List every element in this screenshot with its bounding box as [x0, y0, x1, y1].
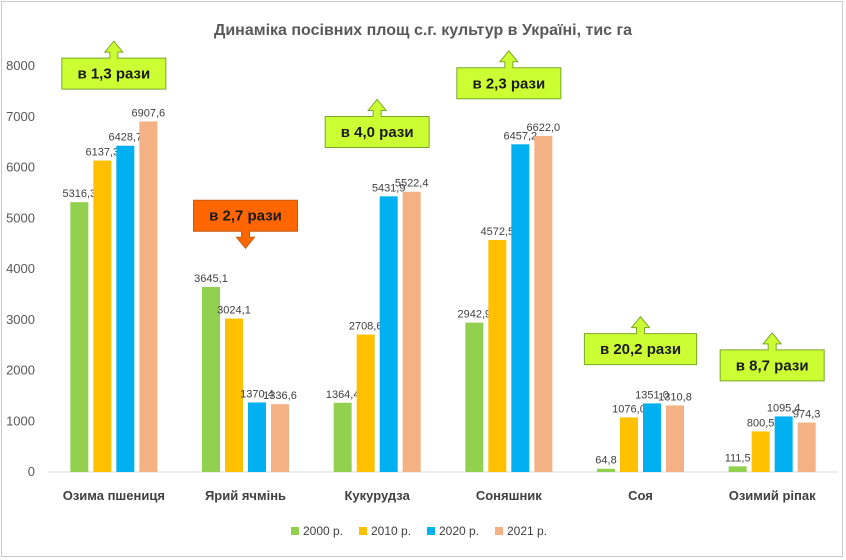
- y-tick-label: 5000: [6, 210, 35, 225]
- data-label: 974,3: [793, 409, 821, 421]
- bar: [248, 402, 266, 472]
- legend-label: 2020 р.: [439, 524, 479, 538]
- data-label: 1310,8: [658, 391, 692, 403]
- y-tick-label: 8000: [6, 58, 35, 73]
- bar: [797, 422, 816, 472]
- bar: [402, 191, 421, 472]
- legend-label: 2000 р.: [303, 524, 343, 538]
- annotation-arrow: [456, 49, 562, 100]
- y-axis: 0 1000 2000 3000 4000 5000 6000 7000 8000: [6, 58, 838, 479]
- y-tick-label: 2000: [6, 363, 35, 378]
- data-label: 1370,4: [240, 388, 274, 400]
- chart-title: Динаміка посівних площ с.г. культур в Ук…: [214, 22, 632, 39]
- annotation-label: в 8,7 рази: [736, 357, 809, 374]
- y-tick-label: 1000: [6, 413, 35, 428]
- x-tick-label: Кукурудза: [344, 488, 410, 503]
- bar: [116, 145, 135, 472]
- bar: [225, 318, 243, 472]
- data-label: 1351,0: [635, 389, 669, 401]
- annotation-label: в 2,7 рази: [209, 208, 282, 225]
- data-label: 5431,9: [372, 182, 406, 194]
- bar: [511, 144, 530, 472]
- legend-swatch: [495, 527, 503, 535]
- data-label: 5316,3: [63, 188, 97, 200]
- data-label: 6907,6: [132, 107, 166, 119]
- legend-label: 2010 р.: [371, 524, 411, 538]
- bar: [751, 431, 770, 472]
- data-label: 2942,9: [458, 309, 492, 321]
- legend-swatch: [291, 527, 299, 535]
- annotation-arrow: [719, 332, 825, 382]
- bar: [774, 416, 793, 472]
- bar: [70, 202, 89, 473]
- bar: [202, 287, 220, 472]
- y-tick-label: 4000: [6, 261, 35, 276]
- y-tick-label: 7000: [6, 109, 35, 124]
- data-label: 1095,4: [767, 402, 801, 414]
- annotations: в 1,3 рази в 2,7 рази в 4,0 рази в 2,3 рази…: [61, 40, 825, 382]
- data-label: 1336,6: [263, 390, 297, 402]
- data-label: 6137,3: [86, 147, 120, 159]
- x-tick-label: Соняшник: [476, 488, 542, 503]
- data-label: 5522,4: [395, 178, 429, 190]
- x-tick-label: Соя: [628, 488, 653, 503]
- data-label: 6457,2: [504, 130, 538, 142]
- bar: [643, 403, 661, 472]
- annotation-label: в 1,3 рази: [77, 66, 150, 83]
- bar: [620, 417, 638, 472]
- bar: [534, 135, 553, 472]
- data-label: 111,5: [725, 452, 751, 464]
- annotation-label: в 2,3 рази: [472, 75, 545, 92]
- data-label: 800,5: [747, 417, 775, 429]
- legend: 2000 р. 2010 р. 2020 р. 2021 р.: [291, 524, 547, 538]
- annotation-arrow: [583, 315, 698, 366]
- legend-swatch: [427, 527, 435, 535]
- bar: [139, 121, 158, 472]
- legend-swatch: [359, 527, 367, 535]
- x-tick-label: Озима пшениця: [63, 488, 165, 503]
- data-label: 1076,0: [612, 403, 646, 415]
- bar: [465, 322, 484, 472]
- data-label: 3645,1: [194, 273, 228, 285]
- bars: 5316,3 3645,1 1364,4 2942,9 64,8 111,5 6137,3 3…: [63, 107, 821, 473]
- data-label: 1364,4: [326, 389, 360, 401]
- x-tick-label: Ярий ячмінь: [205, 488, 286, 503]
- legend-label: 2021 р.: [507, 524, 547, 538]
- y-tick-label: 3000: [6, 312, 35, 327]
- data-label: 64,8: [595, 455, 616, 467]
- data-label: 2708,6: [349, 321, 383, 333]
- bar: [597, 468, 615, 472]
- bar: [333, 402, 352, 472]
- annotation-arrow: [61, 40, 167, 90]
- annotation-arrow: [193, 199, 298, 250]
- bar: [379, 196, 398, 473]
- data-label: 3024,1: [217, 305, 251, 317]
- bar: [271, 404, 289, 472]
- annotation-arrow: [324, 98, 430, 148]
- y-tick-label: 0: [28, 464, 35, 479]
- x-tick-label: Озимий ріпак: [729, 488, 816, 503]
- data-label: 4572,5: [481, 226, 515, 238]
- y-tick-label: 6000: [6, 160, 35, 175]
- x-axis: Озима пшениця Ярий ячмінь Кукурудза Соняшни…: [63, 488, 816, 503]
- annotation-label: в 4,0 рази: [341, 124, 414, 141]
- bar: [93, 160, 112, 472]
- bar: [666, 405, 684, 472]
- data-label: 6622,0: [527, 122, 561, 134]
- bar: [728, 466, 747, 472]
- data-label: 6428,7: [109, 132, 143, 144]
- annotation-label: в 20,2 рази: [600, 341, 681, 358]
- bar: [356, 334, 375, 472]
- bar: [488, 239, 507, 472]
